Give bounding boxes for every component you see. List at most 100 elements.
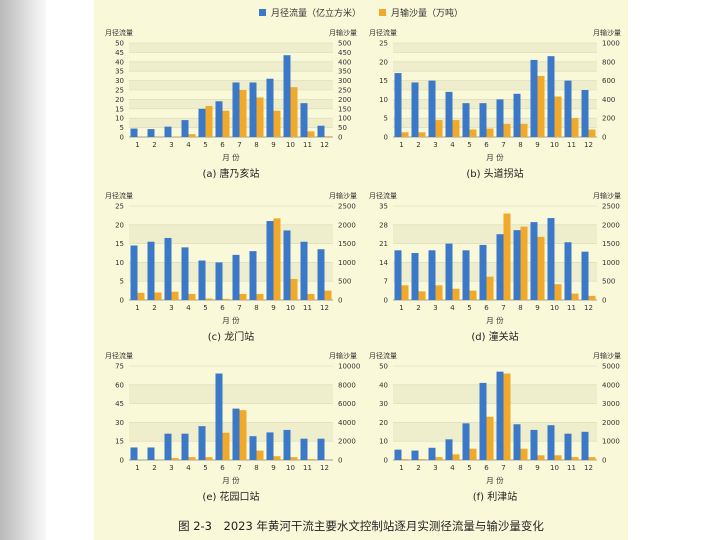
y-left-tick-label: 0 [120, 297, 124, 305]
flow-bar [249, 82, 257, 137]
x-tick-label: 9 [535, 141, 539, 149]
x-tick-label: 9 [535, 464, 539, 472]
flow-bar [513, 230, 521, 300]
y-right-tick-label: 0 [602, 134, 606, 142]
sediment-bar [256, 450, 264, 460]
grid-band [393, 224, 597, 244]
y-left-tick-label: 15 [115, 105, 124, 113]
y-right-tick-label: 100 [338, 115, 351, 123]
flow-bar [249, 436, 257, 460]
y-right-tick-label: 2500 [338, 203, 356, 211]
panel-e: 1 2 3 4 5 6 7 8 9 10 11 12 0 15 30 45 60 75 0 2000 4000 6000 8… [99, 348, 363, 513]
sediment-bar [256, 97, 264, 137]
flow-bar [394, 250, 402, 300]
y-right-tick-label: 1000 [602, 40, 620, 48]
flow-bar [564, 242, 572, 300]
sediment-bar [503, 123, 511, 137]
flow-bar [317, 125, 325, 137]
sediment-bar [256, 293, 264, 300]
flow-bar [266, 78, 274, 137]
x-tick-label: 4 [450, 304, 455, 312]
sediment-bar [486, 276, 494, 300]
x-tick-label: 7 [501, 304, 505, 312]
sediment-bar [290, 457, 298, 460]
x-axis-label: 月 份 [222, 152, 240, 162]
flow-bar [147, 129, 155, 137]
flow-bar [428, 250, 436, 300]
sediment-bar [171, 291, 179, 300]
grid-band [129, 99, 333, 109]
x-tick-label: 11 [567, 141, 576, 149]
flow-bar [317, 249, 325, 300]
sediment-bar [554, 96, 562, 137]
x-tick-label: 5 [203, 464, 207, 472]
legend-swatch-flow [258, 8, 266, 16]
y-right-tick-label: 0 [338, 134, 342, 142]
y-right-tick-label: 200 [602, 115, 615, 123]
y-right-tick-label: 50 [338, 124, 347, 132]
y-left-tick-label: 5 [384, 115, 388, 123]
y-right-tick-label: 2500 [602, 203, 620, 211]
sediment-bar [290, 278, 298, 300]
flow-bar [164, 237, 172, 300]
sediment-bar [503, 373, 511, 460]
y-right-axis-label: 月输沙量 [329, 191, 357, 200]
flow-bar [581, 90, 589, 137]
sediment-bar [205, 457, 213, 460]
x-tick-label: 12 [584, 141, 593, 149]
y-right-tick-label: 600 [602, 77, 615, 85]
sediment-bar [171, 458, 179, 460]
x-tick-label: 8 [254, 141, 258, 149]
sediment-bar [469, 129, 477, 137]
sediment-bar [205, 105, 213, 137]
x-tick-label: 11 [303, 464, 312, 472]
y-right-axis-label: 月输沙量 [593, 191, 621, 200]
flow-bar [198, 426, 206, 460]
y-right-tick-label: 4000 [602, 381, 620, 389]
x-tick-label: 6 [484, 304, 489, 312]
panel-title: (c) 龙门站 [208, 330, 254, 343]
sediment-bar [324, 290, 332, 300]
y-right-tick-label: 400 [602, 96, 615, 104]
x-tick-label: 3 [433, 141, 437, 149]
x-tick-label: 3 [433, 304, 437, 312]
grid-band [393, 99, 597, 109]
flow-bar [428, 80, 436, 137]
x-tick-label: 12 [320, 304, 329, 312]
x-tick-label: 8 [518, 304, 522, 312]
flow-bar [564, 433, 572, 460]
sediment-bar [486, 416, 494, 460]
sediment-bar [520, 123, 528, 137]
y-right-tick-label: 1500 [338, 240, 356, 248]
sediment-bar [435, 457, 443, 460]
flow-bar [266, 432, 274, 460]
y-left-tick-label: 35 [115, 68, 124, 76]
y-left-axis-label: 月径流量 [105, 28, 133, 37]
x-tick-label: 8 [254, 464, 258, 472]
y-left-tick-label: 45 [115, 49, 124, 57]
y-left-tick-label: 30 [379, 400, 388, 408]
flow-bar [147, 241, 155, 300]
panel-title: (e) 花园口站 [202, 490, 259, 503]
x-tick-label: 1 [399, 304, 403, 312]
x-tick-label: 2 [416, 141, 420, 149]
x-tick-label: 9 [535, 304, 539, 312]
y-right-tick-label: 8000 [338, 381, 356, 389]
y-right-tick-label: 3000 [602, 400, 620, 408]
y-left-axis-label: 月径流量 [369, 28, 397, 37]
flow-bar [581, 431, 589, 460]
x-tick-label: 9 [271, 141, 275, 149]
grid-band [393, 61, 597, 72]
flow-bar [547, 425, 555, 460]
x-tick-label: 7 [237, 464, 241, 472]
y-right-tick-label: 2000 [602, 221, 620, 229]
flow-bar [181, 433, 189, 460]
flow-bar [428, 447, 436, 460]
y-left-tick-label: 10 [115, 115, 124, 123]
y-left-tick-label: 0 [384, 457, 388, 465]
x-tick-label: 5 [467, 304, 471, 312]
x-tick-label: 3 [169, 304, 173, 312]
y-left-tick-label: 35 [379, 203, 388, 211]
x-tick-label: 3 [433, 464, 437, 472]
sediment-bar [435, 120, 443, 137]
